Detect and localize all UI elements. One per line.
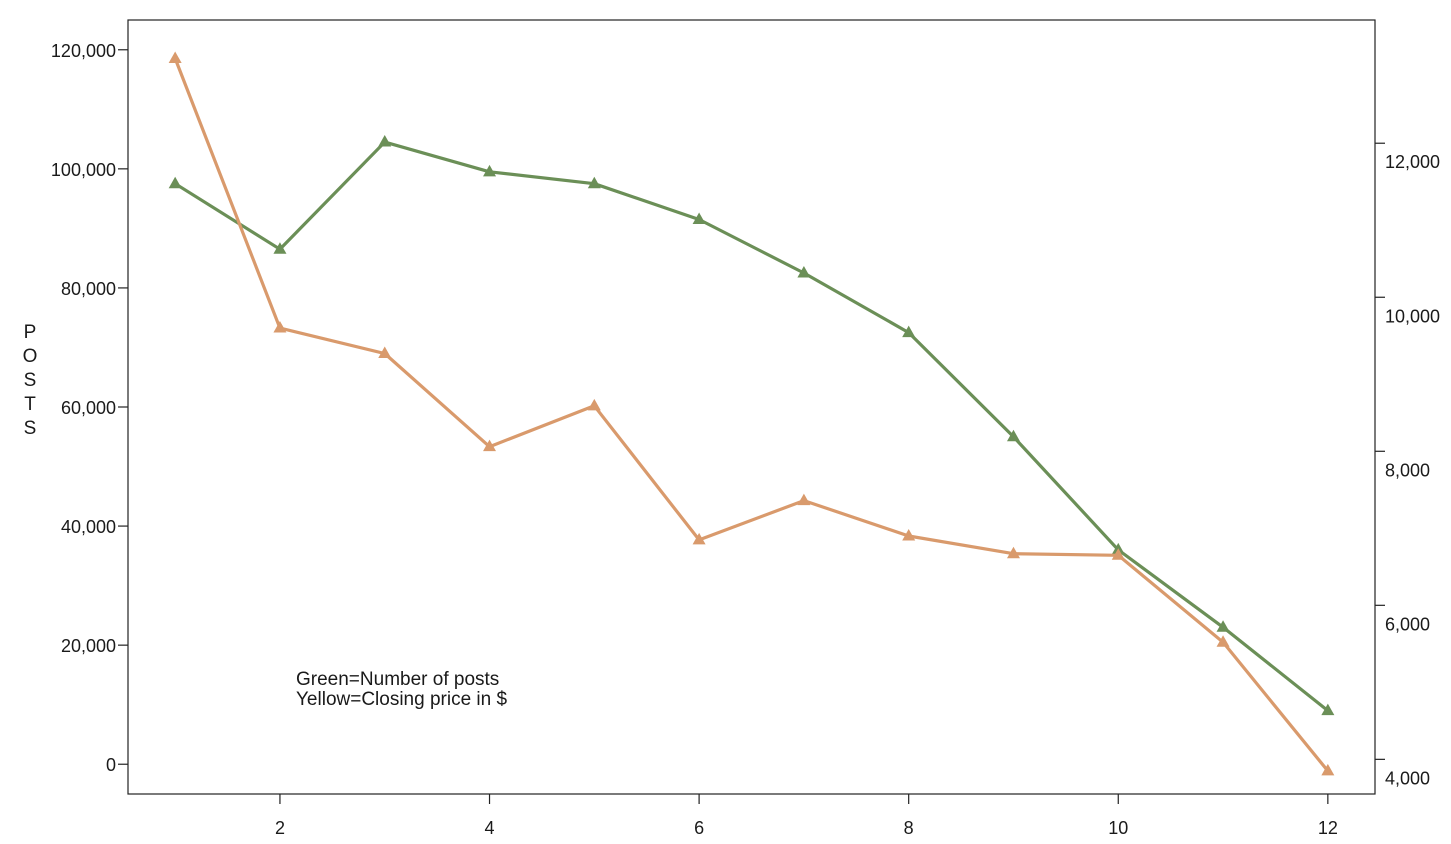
series-0-point-6 [797,266,811,278]
x-tick-label-4: 10 [1108,818,1128,838]
left-tick-label-2: 40,000 [61,517,116,537]
series-1-point-7 [902,529,916,541]
series-0-point-7 [902,325,916,338]
series-1-point-0 [168,51,182,64]
series-1-point-5 [692,532,706,545]
annotation-yellow: Yellow=Closing price in $ [296,689,507,710]
series-1-point-2 [378,346,392,358]
left-tick-label-0: 0 [106,755,116,775]
series-1-point-11 [1321,763,1335,776]
series-1-point-8 [1006,546,1020,559]
right-tick-label-3: 10,000 [1385,306,1440,326]
series-0-point-11 [1321,703,1335,716]
x-tick-label-2: 6 [694,818,704,838]
series-line-1 [173,56,1330,773]
right-tick-label-0: 4,000 [1385,768,1430,788]
x-axis: 2 4 6 8 10 12 [275,794,1338,838]
left-tick-label-4: 80,000 [61,279,116,299]
x-tick-label-1: 4 [485,818,495,838]
series-1-point-10 [1216,635,1230,647]
x-tick-label-0: 2 [275,818,285,838]
series-0-point-0 [168,176,182,189]
series-0-point-10 [1216,620,1230,632]
annotation-green: Green=Number of posts [296,669,499,690]
left-tick-label-5: 100,000 [51,160,116,180]
series-0-point-1 [273,242,287,254]
right-y-axis: 4,000 6,000 8,000 10,000 12,000 [1375,142,1440,788]
right-tick-label-4: 12,000 [1385,152,1440,172]
series-1-point-6 [797,493,811,506]
x-tick-label-3: 8 [904,818,914,838]
x-tick-label-5: 12 [1318,818,1338,838]
left-tick-label-6: 120,000 [51,41,116,61]
left-tick-label-1: 20,000 [61,636,116,656]
series-0-point-4 [587,176,601,189]
series-line-0 [173,140,1330,713]
series-0-point-8 [1006,429,1020,442]
right-tick-label-2: 8,000 [1385,460,1430,480]
left-y-axis: 0 20,000 40,000 60,000 80,000 100,000 120,000 [51,41,128,775]
series-1-point-9 [1111,548,1125,560]
series-0-point-3 [483,164,497,177]
series-1-point-4 [587,398,601,411]
right-tick-label-1: 6,000 [1385,614,1430,634]
series-1-point-3 [483,439,497,452]
series-layer [168,51,1335,776]
series-0-point-2 [378,135,392,147]
left-tick-label-3: 60,000 [61,398,116,418]
series-0-point-5 [692,212,706,224]
series-1-point-1 [273,321,287,333]
